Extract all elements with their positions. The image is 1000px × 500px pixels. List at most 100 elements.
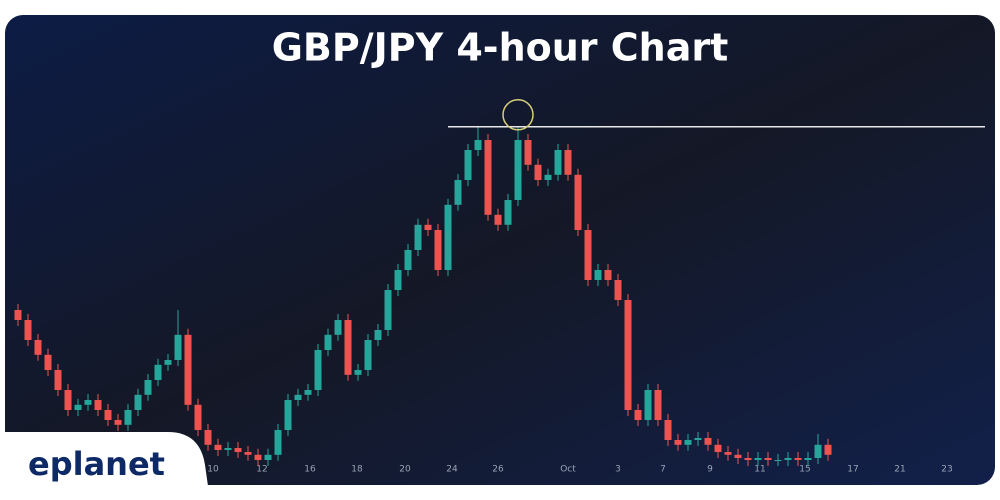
candle-body bbox=[474, 140, 482, 150]
candle-body bbox=[184, 334, 192, 405]
candle-body bbox=[304, 390, 312, 395]
candle-body bbox=[534, 164, 542, 180]
candle-body bbox=[134, 394, 142, 410]
candle-body bbox=[624, 300, 632, 410]
candle-body bbox=[64, 390, 72, 410]
highlight-circle bbox=[502, 99, 534, 131]
candle-body bbox=[174, 334, 182, 360]
candle-body bbox=[74, 404, 82, 410]
candle-body bbox=[694, 438, 702, 440]
candle-body bbox=[594, 270, 602, 280]
candle-body bbox=[394, 270, 402, 290]
candle-body bbox=[334, 320, 342, 335]
candle-body bbox=[404, 250, 412, 270]
candle-body bbox=[84, 400, 92, 405]
candle-body bbox=[664, 420, 672, 440]
candle-body bbox=[434, 230, 442, 270]
chart-title: GBP/JPY 4-hour Chart bbox=[272, 26, 729, 70]
x-tick-label: Oct bbox=[560, 465, 576, 475]
candle-body bbox=[764, 458, 772, 460]
candle-body bbox=[804, 458, 812, 460]
candle-body bbox=[524, 140, 532, 165]
candle-body bbox=[114, 420, 122, 425]
logo-tab bbox=[0, 432, 210, 500]
candle-body bbox=[354, 370, 362, 375]
candle-body bbox=[44, 354, 52, 370]
x-tick-label: 7 bbox=[660, 465, 666, 475]
brand-logo: eplanet bbox=[28, 445, 165, 483]
x-tick-label: 24 bbox=[446, 465, 458, 475]
candle-body bbox=[274, 430, 282, 455]
candle-body bbox=[224, 448, 232, 450]
candle-body bbox=[144, 380, 152, 395]
candle-body bbox=[314, 350, 322, 390]
candle-body bbox=[164, 360, 172, 365]
x-tick-label: 16 bbox=[304, 465, 316, 475]
candle-body bbox=[124, 410, 132, 425]
candle-body bbox=[794, 458, 802, 460]
candle-body bbox=[744, 458, 752, 460]
candle-body bbox=[544, 174, 552, 180]
x-tick-label: 3 bbox=[615, 465, 621, 475]
candle-body bbox=[104, 410, 112, 420]
candle-body bbox=[444, 204, 452, 270]
candle-body bbox=[554, 150, 562, 175]
x-tick-label: 23 bbox=[941, 465, 952, 475]
candle-body bbox=[484, 140, 492, 215]
candle-body bbox=[214, 444, 222, 450]
x-tick-label: 21 bbox=[894, 465, 905, 475]
candle-body bbox=[34, 340, 42, 355]
candle-body bbox=[24, 320, 32, 340]
candle-body bbox=[454, 180, 462, 205]
candle-body bbox=[234, 448, 242, 452]
candle-body bbox=[384, 290, 392, 330]
candle-body bbox=[504, 200, 512, 225]
candle-body bbox=[204, 430, 212, 445]
candle-body bbox=[784, 458, 792, 460]
candle-body bbox=[644, 390, 652, 420]
candle-body bbox=[704, 438, 712, 445]
candle-body bbox=[564, 150, 572, 175]
candle-body bbox=[194, 404, 202, 430]
candle-body bbox=[514, 140, 522, 200]
plot-area: 10 12 16 18 20 24 26 Oct 3 7 9 11 15 17 21 23 bbox=[14, 99, 985, 475]
candle-body bbox=[294, 394, 302, 400]
candle-body bbox=[574, 174, 582, 230]
candle-body bbox=[754, 458, 762, 460]
background bbox=[5, 15, 995, 485]
candle-body bbox=[634, 410, 642, 420]
candle-body bbox=[14, 310, 22, 320]
candle-body bbox=[604, 270, 612, 280]
candle-body bbox=[584, 230, 592, 280]
x-tick-label: 26 bbox=[492, 465, 504, 475]
x-tick-label: 12 bbox=[256, 465, 267, 475]
candle-body bbox=[374, 330, 382, 340]
candle-body bbox=[284, 400, 292, 430]
candle-body bbox=[244, 452, 252, 455]
x-tick-label: 20 bbox=[399, 465, 411, 475]
candle-body bbox=[464, 150, 472, 180]
candle-body bbox=[814, 444, 822, 458]
candle-body bbox=[344, 320, 352, 375]
candle-body bbox=[774, 460, 782, 461]
candle-body bbox=[324, 334, 332, 350]
candle-body bbox=[654, 390, 662, 420]
candle-body bbox=[154, 364, 162, 380]
x-tick-label: 18 bbox=[351, 465, 363, 475]
x-tick-label: 15 bbox=[799, 465, 810, 475]
candle-body bbox=[684, 440, 692, 445]
candle-body bbox=[264, 454, 272, 460]
candle-body bbox=[824, 444, 832, 455]
candle-body bbox=[364, 340, 372, 370]
candle-body bbox=[734, 454, 742, 458]
x-tick-label: 17 bbox=[847, 465, 858, 475]
candle-body bbox=[674, 440, 682, 445]
x-tick-label: 9 bbox=[707, 465, 713, 475]
candle-body bbox=[414, 224, 422, 250]
candle-body bbox=[714, 444, 722, 452]
candle-body bbox=[94, 400, 102, 410]
candle-body bbox=[614, 280, 622, 300]
x-tick-label: 10 bbox=[207, 465, 219, 475]
candle-body bbox=[254, 454, 262, 460]
